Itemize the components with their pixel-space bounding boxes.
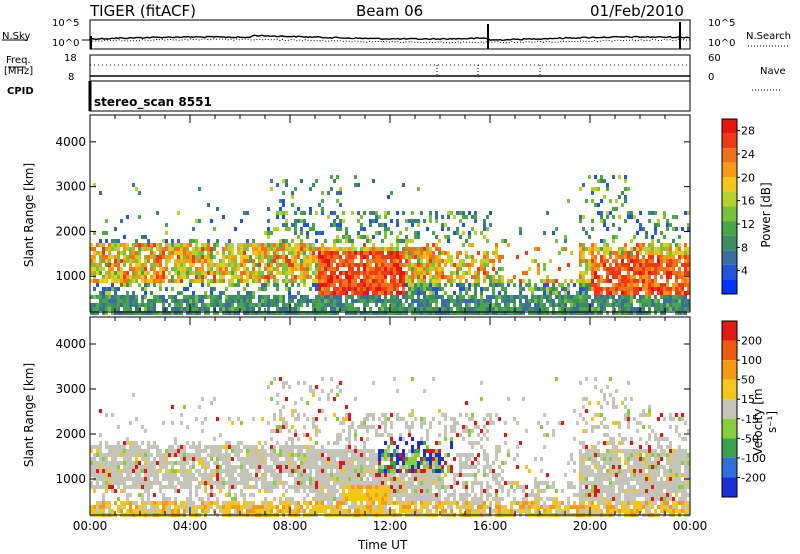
x-tick-label: 00:00 — [73, 519, 108, 533]
velocity-colorbar-swatch — [722, 360, 737, 380]
power-ytick-label: 2000 — [55, 224, 86, 238]
freq-unit-label: [MHz] — [4, 66, 34, 77]
freq-label: Freq. — [6, 55, 31, 66]
velocity-colorbar-tick-label: 200 — [741, 335, 762, 348]
cpid-text: stereo_scan 8551 — [94, 95, 212, 109]
x-tick-label: 12:00 — [373, 519, 408, 533]
power-ytick-label: 3000 — [55, 180, 86, 194]
velocity-heatmap-cells — [90, 377, 690, 517]
velocity-ytick-label: 3000 — [55, 382, 86, 396]
power-colorbar-swatch — [722, 119, 737, 134]
power-colorbar-swatch — [722, 206, 737, 222]
x-tick-label: 00:00 — [673, 519, 708, 533]
nave-bottom: 0 — [708, 72, 715, 83]
velocity-colorbar-tick-label: -100 — [741, 452, 766, 465]
power-colorbar-tick-label: 12 — [741, 218, 755, 231]
x-tick-label: 08:00 — [273, 519, 308, 533]
nsky-right-top: 10^5 — [708, 18, 736, 29]
power-colorbar-swatch — [722, 250, 737, 265]
cpid-label: CPID — [7, 86, 34, 97]
x-axis-title: Time UT — [358, 538, 408, 552]
power-colorbar-swatch — [722, 221, 737, 236]
velocity-colorbar-swatch — [722, 379, 737, 400]
velocity-colorbar-swatch — [722, 340, 737, 361]
velocity-colorbar-swatch — [722, 399, 737, 419]
cpid-panel-frame — [89, 80, 691, 112]
freq-panel-frame — [89, 54, 691, 82]
nsky-label: N.Sky — [2, 31, 31, 42]
power-colorbar-swatch — [722, 177, 737, 192]
velocity-ytick-label: 1000 — [55, 472, 86, 486]
velocity-colorbar-swatch — [722, 321, 737, 341]
power-colorbar-tick-label: 4 — [741, 265, 748, 278]
power-colorbar-swatch — [722, 279, 737, 294]
velocity-colorbar-frame — [721, 320, 738, 498]
x-tick-label: 04:00 — [173, 519, 208, 533]
power-colorbar-tick-label: 24 — [741, 148, 755, 161]
nsky-trace — [89, 34, 691, 42]
velocity-colorbar-tick-label: 100 — [741, 354, 762, 367]
station-title: TIGER (fitACF) — [90, 2, 197, 20]
nsky-left-bottom: 10^0 — [52, 38, 80, 49]
power-colorbar-tick-label: 28 — [741, 125, 755, 138]
freq-top: 18 — [64, 53, 77, 64]
nave-label: Nave — [760, 66, 786, 77]
nsky-left-top: 10^5 — [52, 18, 80, 29]
beam-title: Beam 06 — [356, 2, 424, 20]
power-colorbar-swatch — [722, 133, 737, 149]
x-tick-label: 16:00 — [473, 519, 508, 533]
velocity-colorbar-tick-label: -200 — [741, 471, 766, 484]
nave-top: 60 — [708, 53, 721, 64]
power-colorbar-swatch — [722, 235, 737, 251]
date-title: 01/Feb/2010 — [590, 2, 684, 20]
power-colorbar-swatch — [722, 162, 737, 178]
velocity-colorbar-swatch — [722, 477, 737, 497]
power-colorbar-swatch — [722, 191, 737, 207]
velocity-ytick-label: 2000 — [55, 427, 86, 441]
velocity-colorbar-swatch — [722, 438, 737, 458]
nsky-panel-frame — [89, 19, 691, 50]
power-colorbar-tick-label: 20 — [741, 171, 755, 184]
power-heatmap-cells — [90, 175, 690, 315]
freq-bottom: 8 — [68, 72, 75, 83]
x-tick-label: 20:00 — [573, 519, 608, 533]
velocity-ytick-label: 4000 — [55, 337, 86, 351]
velocity-colorbar-tick-label: 50 — [741, 374, 755, 387]
power-colorbar-swatch — [722, 148, 737, 163]
power-colorbar-frame — [721, 118, 738, 295]
nsearch-label: N.Search — [746, 31, 792, 42]
nsky-right-bottom: 10^0 — [708, 38, 736, 49]
power-colorbar-tick-label: 16 — [741, 195, 755, 208]
velocity-colorbar-tick-label: -50 — [741, 432, 759, 445]
power-colorbar-swatch — [722, 264, 737, 280]
power-ytick-label: 1000 — [55, 269, 86, 283]
power-ytick-label: 4000 — [55, 135, 86, 149]
velocity-colorbar-tick-label: 15 — [741, 393, 755, 406]
power-colorbar-tick-label: 8 — [741, 241, 748, 254]
velocity-colorbar-swatch — [722, 457, 737, 478]
velocity-colorbar-tick-label: -15 — [741, 413, 759, 426]
velocity-colorbar-swatch — [722, 418, 737, 439]
